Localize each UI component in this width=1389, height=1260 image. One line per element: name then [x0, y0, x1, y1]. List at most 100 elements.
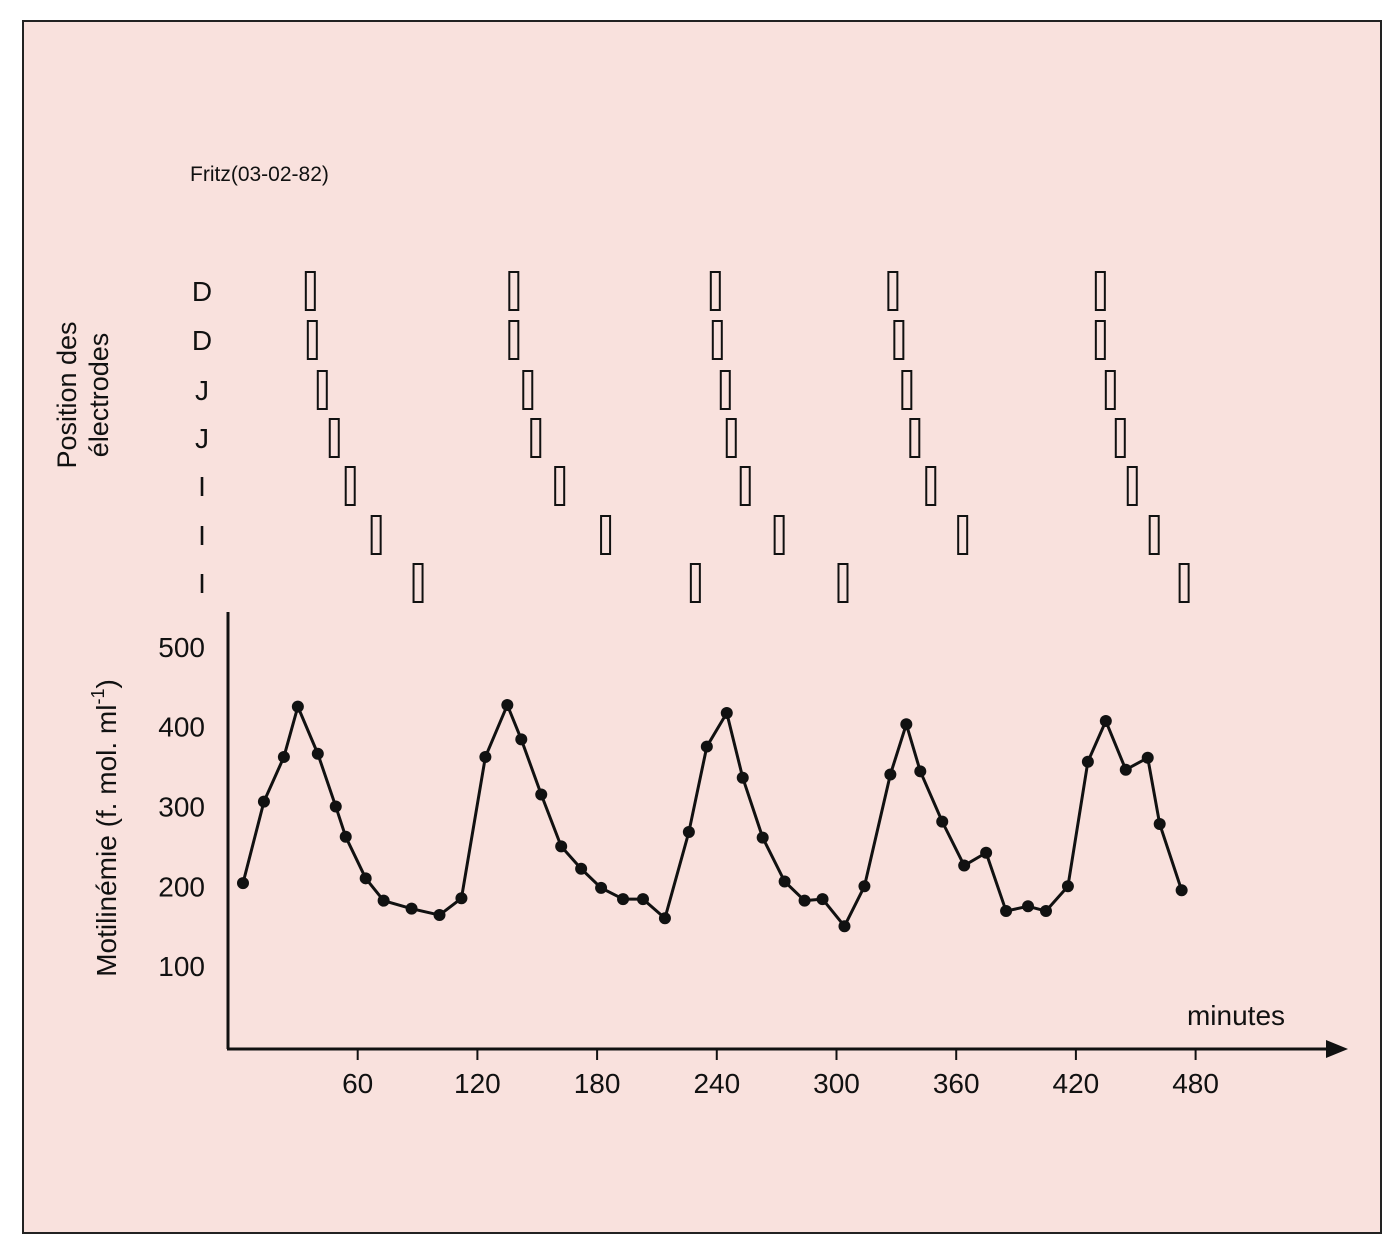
electrode-row-label: I	[198, 568, 206, 599]
electrode-row-label: D	[192, 325, 212, 356]
electrode-activity-bar	[893, 320, 905, 360]
data-point	[277, 750, 290, 763]
y-axis-label-main: Motilinémie (f. mol. ml	[91, 705, 122, 977]
electrode-activity-bar	[773, 515, 785, 555]
electrode-activity-bar	[306, 320, 318, 360]
x-tick-label: 180	[574, 1068, 621, 1099]
electrode-activity-bar	[1178, 563, 1190, 603]
data-point	[900, 718, 913, 731]
electrode-row-label: J	[195, 423, 209, 454]
data-point	[1119, 763, 1132, 776]
electrode-activity-bar	[837, 563, 849, 603]
electrode-activity-bar	[909, 418, 921, 458]
y-tick-label: 400	[158, 712, 205, 743]
electrode-activity-bar	[1094, 320, 1106, 360]
electrode-activity-bar	[508, 320, 520, 360]
electrode-axis-label-1: Position des	[52, 321, 82, 468]
x-tick-label: 120	[454, 1068, 501, 1099]
data-point	[914, 765, 927, 778]
electrode-activity-bar	[957, 515, 969, 555]
data-point	[658, 912, 671, 925]
electrode-activity-bar	[711, 320, 723, 360]
data-point	[617, 893, 630, 906]
x-tick-label: 300	[813, 1068, 860, 1099]
y-axis-label: Motilinémie (f. mol. ml-1)	[88, 679, 122, 977]
data-point	[595, 881, 608, 894]
electrode-axis-label-2: électrodes	[84, 333, 114, 458]
data-point	[736, 771, 749, 784]
data-point	[257, 795, 270, 808]
data-point	[339, 830, 352, 843]
electrode-activity-bar	[600, 515, 612, 555]
data-point	[798, 894, 811, 907]
data-point	[311, 747, 324, 760]
data-point	[778, 875, 791, 888]
electrode-activity-bar	[1114, 418, 1126, 458]
data-point	[1099, 715, 1112, 728]
y-tick-label: 200	[158, 871, 205, 902]
x-tick-label: 480	[1172, 1068, 1219, 1099]
figure-frame	[22, 20, 1382, 1234]
x-tick-label: 420	[1053, 1068, 1100, 1099]
electrode-activity-bar	[530, 418, 542, 458]
data-point	[636, 893, 649, 906]
data-point	[515, 733, 528, 746]
data-point	[535, 788, 548, 801]
electrode-activity-bar	[739, 466, 751, 506]
electrode-row-label: I	[198, 471, 206, 502]
data-point	[291, 700, 304, 713]
data-point	[1061, 880, 1074, 893]
data-point	[455, 892, 468, 905]
data-point	[720, 707, 733, 720]
electrode-activity-bar	[316, 370, 328, 410]
electrode-activity-bar	[719, 370, 731, 410]
y-tick-label: 500	[158, 632, 205, 663]
data-point	[838, 920, 851, 933]
electrode-activity-bar	[1126, 466, 1138, 506]
electrode-activity-bar	[925, 466, 937, 506]
electrode-activity-bar	[1148, 515, 1160, 555]
electrode-row-label: J	[195, 375, 209, 406]
data-point	[936, 815, 949, 828]
data-point	[236, 877, 249, 890]
electrode-row-label: D	[192, 276, 212, 307]
data-point	[980, 846, 993, 859]
electrode-activity-bar	[328, 418, 340, 458]
data-point	[858, 880, 871, 893]
data-point	[682, 826, 695, 839]
x-axis-label: minutes	[1187, 1000, 1285, 1031]
series-line	[241, 703, 1184, 928]
electrode-activity-bar	[709, 271, 721, 311]
data-point	[433, 909, 446, 922]
electrode-activity-bar	[412, 563, 424, 603]
y-axis-label-sup: -1	[88, 689, 108, 705]
data-point	[575, 862, 588, 875]
data-point	[884, 768, 897, 781]
data-point	[501, 699, 514, 712]
electrode-activity-bar	[725, 418, 737, 458]
electrode-activity-bar	[887, 271, 899, 311]
data-point	[329, 800, 342, 813]
y-tick-label: 300	[158, 791, 205, 822]
data-point	[1153, 818, 1166, 831]
electrode-row-label: I	[198, 520, 206, 551]
data-point	[1022, 900, 1035, 913]
electrode-activity-bar	[1094, 271, 1106, 311]
data-point	[1141, 751, 1154, 764]
electrode-activity-bar	[689, 563, 701, 603]
y-tick-label: 100	[158, 951, 205, 982]
electrode-activity-bar	[344, 466, 356, 506]
data-point	[816, 893, 829, 906]
electrode-activity-bar	[508, 271, 520, 311]
data-point	[1175, 884, 1188, 897]
data-point	[1039, 905, 1052, 918]
x-tick-label: 360	[933, 1068, 980, 1099]
chart-title: Fritz(03-02-82)	[190, 163, 329, 186]
data-point	[1000, 905, 1013, 918]
electrode-activity-bar	[1104, 370, 1116, 410]
data-point	[1081, 755, 1094, 768]
data-point	[405, 902, 418, 915]
electrode-activity-bar	[522, 370, 534, 410]
y-axis-label-close: )	[91, 679, 122, 688]
